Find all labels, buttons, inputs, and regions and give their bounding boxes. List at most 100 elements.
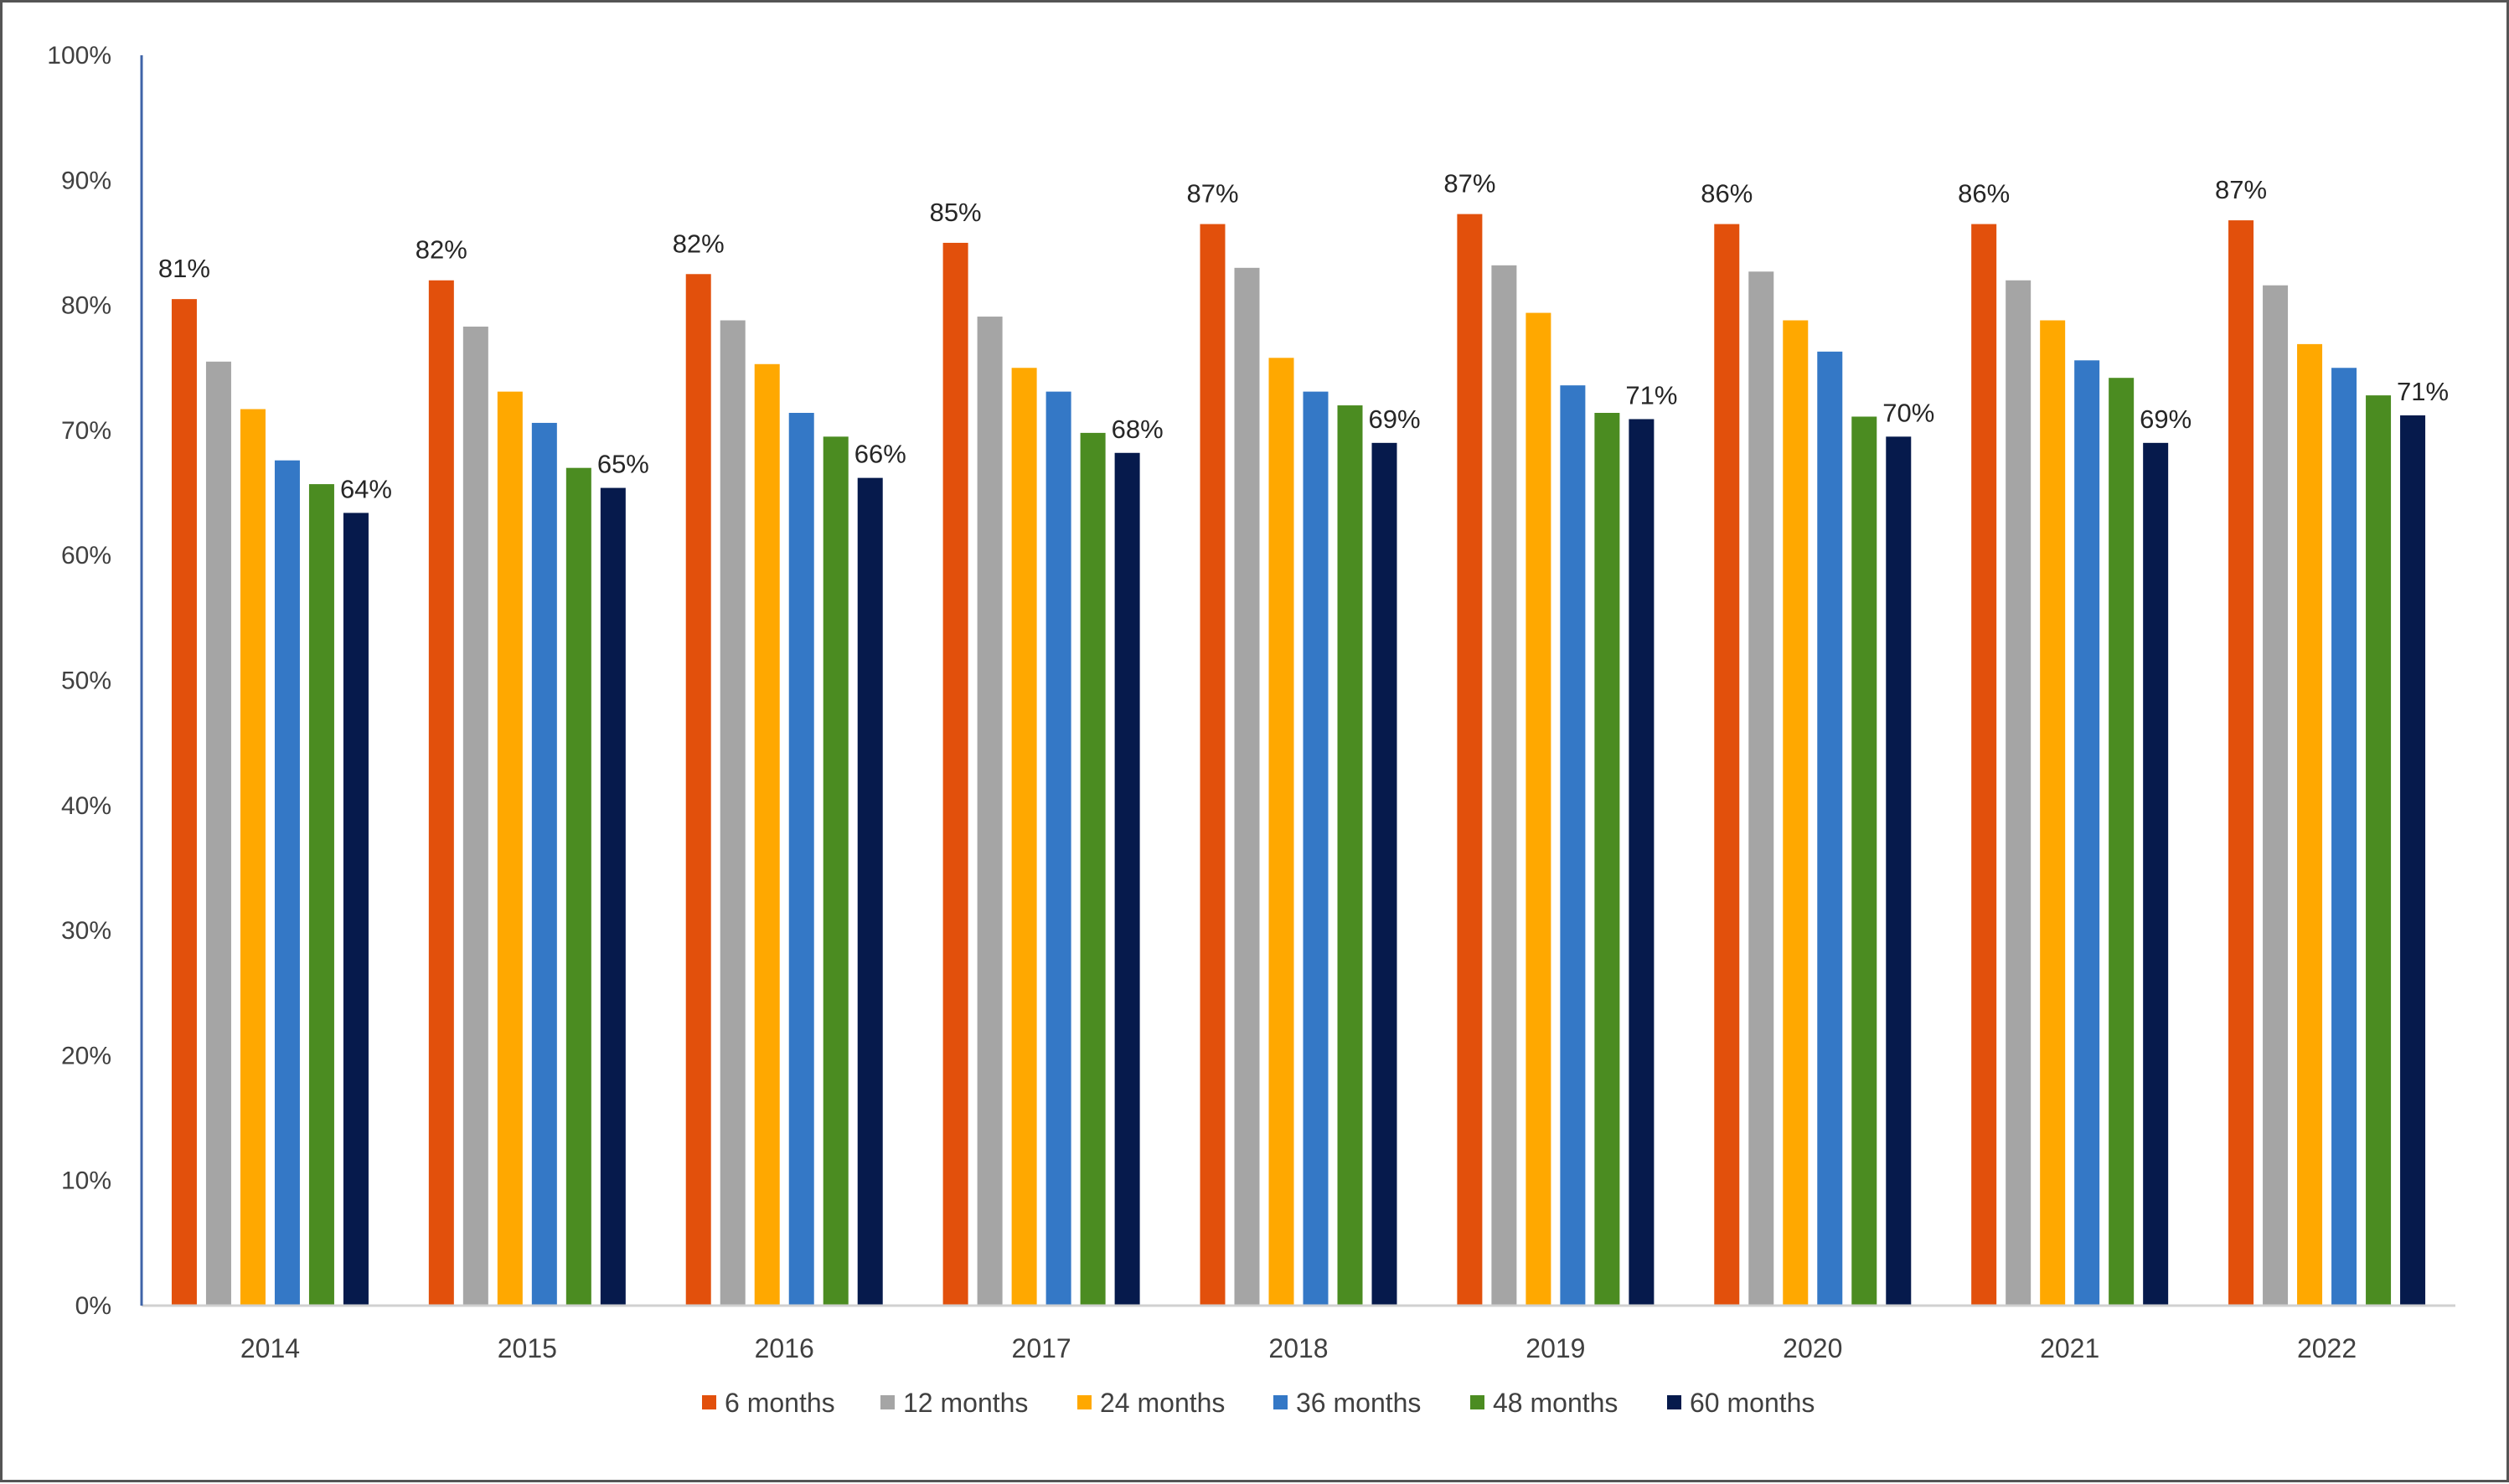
bar [1234, 267, 1260, 1306]
bar [2366, 395, 2392, 1306]
y-tick-label: 30% [61, 917, 111, 945]
bars [171, 214, 2426, 1306]
x-tick-label: 2016 [755, 1333, 814, 1363]
data-labels: 81% 64% 82% 65% 82% 66% 85% 68% 87% 69% 87% 71% 86% 7… [158, 169, 2449, 504]
legend-swatch [880, 1395, 895, 1409]
bar [1783, 320, 1809, 1306]
bar [308, 484, 334, 1306]
legend-label: 48 months [1493, 1388, 1618, 1418]
x-tick-label: 2022 [2297, 1333, 2357, 1363]
bar [2400, 415, 2426, 1306]
data-label: 69% [1369, 404, 1421, 434]
data-label: 87% [2215, 175, 2267, 204]
legend-item: 60 months [1667, 1388, 1815, 1418]
y-tick-label: 10% [61, 1167, 111, 1195]
x-tick-label: 2019 [1526, 1333, 1585, 1363]
bar [1629, 419, 1655, 1306]
bar [823, 436, 849, 1306]
legend-swatch [1667, 1395, 1681, 1409]
bar [788, 412, 814, 1306]
bar [274, 460, 300, 1306]
bar [1526, 312, 1551, 1306]
bar [720, 320, 746, 1306]
bar [1457, 214, 1483, 1306]
y-tick-label: 50% [61, 667, 111, 695]
data-label: 71% [1625, 380, 1677, 410]
bar [1817, 351, 1843, 1306]
x-axis-ticks: 2014 2015 2016 2017 2018 2019 2020 2021 2022 [240, 1333, 2357, 1363]
data-label: 82% [416, 235, 467, 265]
data-label: 86% [1701, 179, 1753, 209]
data-label: 86% [1958, 179, 2010, 209]
y-tick-label: 70% [61, 417, 111, 445]
data-label: 81% [158, 254, 210, 283]
bar [1371, 442, 1397, 1306]
x-tick-label: 2021 [2040, 1333, 2099, 1363]
bar [565, 467, 591, 1306]
bar [2228, 220, 2254, 1306]
bar [1886, 436, 1912, 1306]
x-tick-label: 2020 [1783, 1333, 1842, 1363]
bar [2040, 320, 2066, 1306]
x-tick-label: 2014 [240, 1333, 300, 1363]
y-tick-label: 90% [61, 167, 111, 194]
bar [343, 513, 369, 1306]
x-tick-label: 2015 [498, 1333, 557, 1363]
bar [2074, 360, 2100, 1306]
y-tick-label: 20% [61, 1042, 111, 1069]
bar [205, 361, 231, 1306]
bar [497, 391, 523, 1306]
bar [1045, 391, 1071, 1306]
data-label: 71% [2397, 377, 2449, 406]
bar [531, 422, 557, 1306]
bar [1268, 358, 1294, 1306]
bar [754, 363, 780, 1306]
y-axis-ticks: 0% 10% 20% 30% 40% 50% 60% 70% 80% 90% 100% [47, 42, 111, 1320]
bar [1594, 412, 1620, 1306]
bar [1337, 405, 1363, 1306]
legend-item: 48 months [1470, 1388, 1618, 1418]
bar [1080, 432, 1106, 1306]
x-tick-label: 2017 [1012, 1333, 1071, 1363]
legend-swatch [1273, 1395, 1288, 1409]
bar [428, 280, 454, 1306]
bar [2297, 343, 2323, 1306]
legend-swatch [1077, 1395, 1092, 1409]
bar [2331, 368, 2357, 1306]
data-label: 87% [1443, 169, 1495, 198]
bar [1114, 452, 1140, 1306]
data-label: 69% [2140, 404, 2192, 434]
bar [977, 317, 1003, 1306]
bar [600, 487, 626, 1306]
legend-item: 6 months [702, 1388, 835, 1418]
legend: 6 months 12 months 24 months 36 months 48 mo… [702, 1388, 1815, 1418]
bar [171, 299, 197, 1306]
x-tick-label: 2018 [1268, 1333, 1328, 1363]
bar [1748, 271, 1774, 1306]
bar [857, 477, 883, 1306]
bar-chart: 0% 10% 20% 30% 40% 50% 60% 70% 80% 90% 100% 81% 64%… [47, 42, 2455, 1418]
legend-label: 24 months [1100, 1388, 1225, 1418]
data-label: 87% [1186, 179, 1238, 209]
y-tick-label: 80% [61, 292, 111, 320]
bar [942, 242, 968, 1306]
bar [1560, 385, 1586, 1306]
bar [1714, 224, 1740, 1306]
y-tick-label: 0% [75, 1292, 111, 1320]
data-label: 64% [340, 474, 392, 503]
legend-item: 24 months [1077, 1388, 1225, 1418]
bar [1200, 224, 1226, 1306]
bar [1971, 224, 1997, 1306]
data-label: 85% [930, 198, 982, 227]
legend-item: 36 months [1273, 1388, 1421, 1418]
data-label: 65% [597, 450, 649, 479]
data-label: 70% [1882, 398, 1934, 427]
legend-label: 12 months [903, 1388, 1028, 1418]
legend-label: 6 months [725, 1388, 835, 1418]
bar [1303, 391, 1329, 1306]
bar [240, 409, 266, 1306]
bar [2143, 442, 2169, 1306]
data-label: 82% [673, 229, 725, 258]
bar [1011, 368, 1037, 1306]
